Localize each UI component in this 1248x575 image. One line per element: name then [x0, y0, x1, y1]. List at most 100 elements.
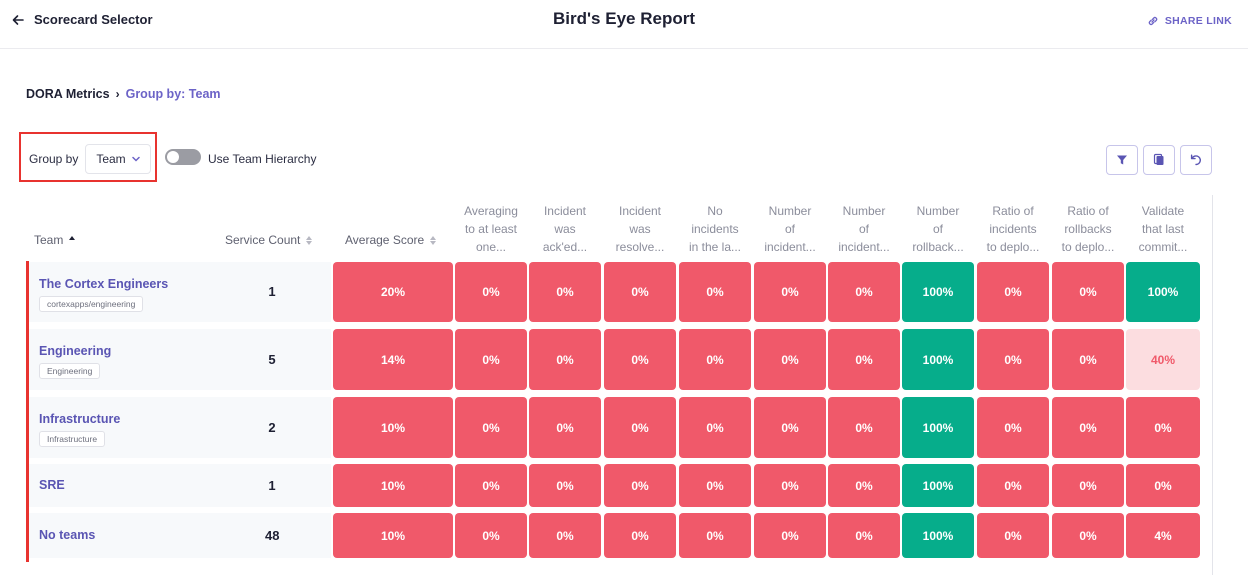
team-name-link[interactable]: No teams — [39, 527, 96, 542]
score-cell[interactable]: 0% — [529, 513, 601, 558]
breadcrumb: DORA Metrics › Group by: Team — [26, 87, 221, 101]
average-score-column-header[interactable]: Average Score — [345, 233, 437, 247]
score-cell[interactable]: 100% — [902, 513, 974, 558]
score-cell[interactable]: 0% — [828, 397, 900, 458]
average-score-cell[interactable]: 10% — [333, 513, 453, 558]
score-cell[interactable]: 0% — [529, 397, 601, 458]
score-cell[interactable]: 100% — [1126, 262, 1200, 322]
score-cell[interactable]: 0% — [977, 513, 1049, 558]
score-cell[interactable]: 0% — [679, 464, 751, 507]
score-cell[interactable]: 100% — [902, 262, 974, 322]
score-cell[interactable]: 0% — [679, 329, 751, 390]
score-cell[interactable]: 0% — [604, 262, 676, 322]
reset-button[interactable] — [1180, 145, 1212, 175]
score-cell[interactable]: 0% — [828, 464, 900, 507]
group-by-select[interactable]: Team — [85, 144, 151, 174]
share-link-button[interactable]: SHARE LINK — [1147, 15, 1232, 27]
score-cell[interactable]: 4% — [1126, 513, 1200, 558]
team-column-header[interactable]: Team — [34, 233, 76, 247]
score-cell[interactable]: 0% — [977, 262, 1049, 322]
score-cell[interactable]: 0% — [1126, 397, 1200, 458]
score-cell[interactable]: 0% — [679, 262, 751, 322]
copy-button[interactable] — [1143, 145, 1175, 175]
score-cell[interactable]: 100% — [902, 464, 974, 507]
score-cell[interactable]: 0% — [754, 397, 826, 458]
score-cell[interactable]: 0% — [604, 464, 676, 507]
score-cell[interactable]: 0% — [977, 464, 1049, 507]
scrollbar[interactable] — [1212, 195, 1213, 575]
row-background — [29, 513, 331, 558]
rule-column-header-9[interactable]: Ratio of rollbacks to deplo... — [1052, 201, 1124, 257]
score-cell[interactable]: 0% — [455, 262, 527, 322]
rule-column-header-5[interactable]: Number of incident... — [754, 201, 826, 257]
score-cell[interactable]: 0% — [604, 329, 676, 390]
team-name-link[interactable]: The Cortex Engineers — [39, 277, 169, 291]
back-button[interactable]: Scorecard Selector — [12, 12, 153, 27]
score-cell[interactable]: 0% — [529, 262, 601, 322]
score-cell[interactable]: 0% — [679, 513, 751, 558]
rule-column-header-10[interactable]: Validate that last commit... — [1126, 201, 1200, 257]
score-cell[interactable]: 0% — [529, 329, 601, 390]
rule-column-header-3[interactable]: Incident was resolve... — [604, 201, 676, 257]
service-count-column-header[interactable]: Service Count — [225, 233, 313, 247]
table-row: SRE 1 10% 0% 0% 0% 0% 0% 0% 100% 0% 0% 0% — [29, 464, 1201, 507]
score-cell[interactable]: 0% — [455, 397, 527, 458]
score-cell[interactable]: 0% — [828, 262, 900, 322]
rule-column-header-6[interactable]: Number of incident... — [828, 201, 900, 257]
score-cell[interactable]: 0% — [1052, 329, 1124, 390]
score-cell[interactable]: 0% — [1052, 513, 1124, 558]
score-cell[interactable]: 0% — [828, 513, 900, 558]
score-cell[interactable]: 0% — [679, 397, 751, 458]
group-by-value: Team — [96, 152, 126, 166]
score-cell[interactable]: 0% — [1052, 262, 1124, 322]
average-score-cell[interactable]: 20% — [333, 262, 453, 322]
rule-column-header-2[interactable]: Incident was ack'ed... — [529, 201, 601, 257]
breadcrumb-root[interactable]: DORA Metrics — [26, 87, 110, 101]
average-score-cell[interactable]: 10% — [333, 397, 453, 458]
sort-icon — [69, 235, 76, 245]
score-cell[interactable]: 0% — [754, 513, 826, 558]
rule-column-header-1[interactable]: Averaging to at least one... — [455, 201, 527, 257]
header-line: incident... — [764, 240, 816, 254]
average-score-cell[interactable]: 14% — [333, 329, 453, 390]
score-cell[interactable]: 0% — [455, 513, 527, 558]
team-hierarchy-toggle[interactable] — [165, 149, 201, 165]
score-cell[interactable]: 0% — [828, 329, 900, 390]
score-cell[interactable]: 40% — [1126, 329, 1200, 390]
score-cell[interactable]: 0% — [977, 397, 1049, 458]
score-cell[interactable]: 0% — [1126, 464, 1200, 507]
score-cell[interactable]: 0% — [455, 464, 527, 507]
rule-column-header-4[interactable]: No incidents in the la... — [679, 201, 751, 257]
service-count: 2 — [268, 419, 276, 435]
score-cell[interactable]: 0% — [977, 329, 1049, 390]
sort-icon — [306, 235, 313, 245]
score-cell[interactable]: 0% — [754, 464, 826, 507]
filter-button[interactable] — [1106, 145, 1138, 175]
rule-column-header-8[interactable]: Ratio of incidents to deplo... — [977, 201, 1049, 257]
score-cell[interactable]: 100% — [902, 397, 974, 458]
toggle-knob — [167, 151, 179, 163]
team-name-link[interactable]: Infrastructure — [39, 412, 121, 426]
header-line: in the la... — [688, 240, 742, 254]
score-cell[interactable]: 0% — [1052, 397, 1124, 458]
team-name-link[interactable]: Engineering — [39, 344, 112, 358]
score-cell[interactable]: 0% — [604, 513, 676, 558]
score-cell[interactable]: 0% — [604, 397, 676, 458]
team-name-link[interactable]: SRE — [39, 477, 65, 492]
header-line: rollback... — [912, 240, 964, 254]
score-cell[interactable]: 0% — [754, 262, 826, 322]
score-cell[interactable]: 0% — [529, 464, 601, 507]
score-cell[interactable]: 100% — [902, 329, 974, 390]
score-cell[interactable]: 0% — [1052, 464, 1124, 507]
group-by-label: Group by — [29, 152, 79, 166]
score-cell[interactable]: 0% — [455, 329, 527, 390]
service-count: 1 — [268, 477, 276, 493]
header-line: that last — [1141, 222, 1184, 236]
header-line: Number — [842, 204, 886, 218]
score-cell[interactable]: 0% — [754, 329, 826, 390]
header-line: Ratio of — [1067, 204, 1109, 218]
average-score-cell[interactable]: 10% — [333, 464, 453, 507]
table-row: Infrastructure Infrastructure 2 10% 0% 0% 0% 0%… — [29, 397, 1201, 458]
rule-column-header-7[interactable]: Number of rollback... — [902, 201, 974, 257]
table-row: The Cortex Engineers cortexapps/engineeri… — [29, 262, 1201, 322]
